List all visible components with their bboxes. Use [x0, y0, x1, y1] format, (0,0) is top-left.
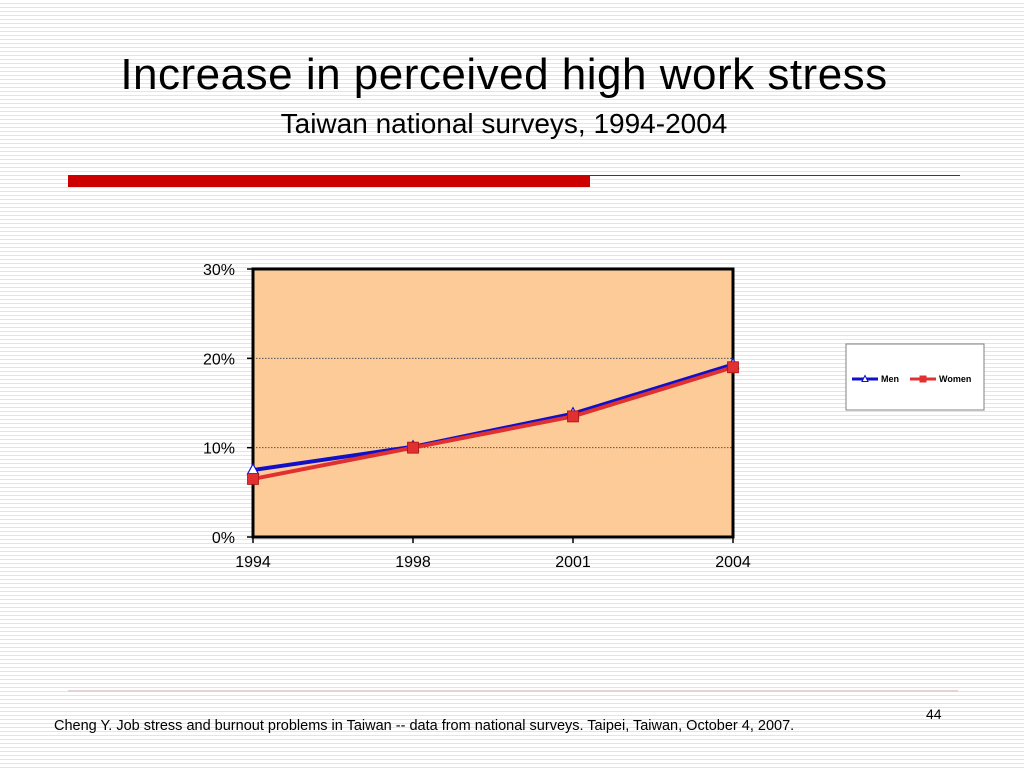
- data-point-women: [247, 473, 259, 485]
- plot-area: [253, 269, 733, 537]
- legend-marker-women: [919, 375, 927, 383]
- y-tick-label: 20%: [203, 351, 235, 368]
- grid-lines: [253, 357, 733, 449]
- legend-box: [845, 343, 985, 411]
- y-tick-label: 10%: [203, 441, 235, 458]
- x-tick-label: 2001: [555, 554, 591, 571]
- slide-subtitle: Taiwan national surveys, 1994-2004: [280, 108, 728, 139]
- y-axis: 0% 10% 20% 30%: [203, 262, 253, 547]
- title-underline-thin: [590, 175, 960, 176]
- x-axis: 1994 1998 2001 2004: [235, 537, 751, 571]
- legend-marker-men: [861, 374, 869, 382]
- legend-label-men: Men: [881, 374, 899, 384]
- plot-border: [251, 267, 735, 539]
- x-tick-label: 1998: [395, 554, 431, 571]
- data-point-women: [727, 361, 739, 374]
- series-line-women: [252, 365, 734, 481]
- data-point-women: [407, 441, 419, 454]
- y-tick-label: 30%: [203, 262, 235, 279]
- series-lines: [246, 357, 740, 485]
- x-tick-label: 1994: [235, 554, 271, 571]
- footer-divider: [68, 690, 958, 692]
- legend: Men Women: [845, 343, 985, 411]
- x-tick-label: 2004: [715, 554, 751, 571]
- legend-label-women: Women: [939, 374, 971, 384]
- source-citation: Cheng Y. Job stress and burnout problems…: [54, 718, 795, 734]
- slide-title: Increase in perceived high work stress: [120, 50, 888, 99]
- data-point-women: [567, 410, 579, 423]
- title-underline-thick: [68, 175, 590, 187]
- page-number: 44: [926, 706, 942, 722]
- y-tick-label: 0%: [212, 530, 235, 547]
